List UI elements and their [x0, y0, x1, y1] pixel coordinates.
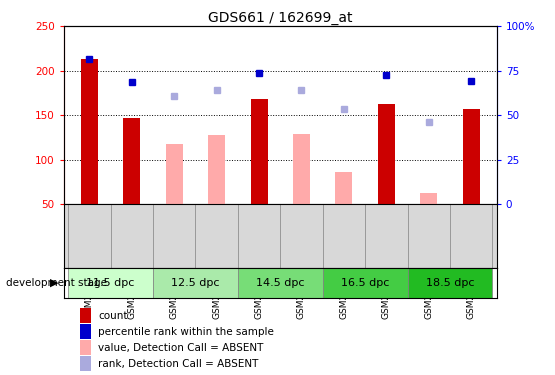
- Bar: [80, 324, 92, 339]
- Bar: [166, 144, 183, 204]
- Bar: [420, 193, 437, 204]
- Bar: [322, 268, 407, 298]
- Bar: [123, 118, 140, 204]
- Bar: [153, 268, 238, 298]
- Title: GDS661 / 162699_at: GDS661 / 162699_at: [208, 11, 352, 25]
- Bar: [208, 135, 225, 204]
- Bar: [80, 308, 92, 323]
- Bar: [238, 268, 322, 298]
- Text: 18.5 dpc: 18.5 dpc: [426, 278, 475, 288]
- Text: ▶: ▶: [50, 278, 58, 288]
- Bar: [80, 356, 92, 371]
- Text: rank, Detection Call = ABSENT: rank, Detection Call = ABSENT: [98, 358, 259, 369]
- Bar: [293, 134, 310, 204]
- Bar: [68, 268, 153, 298]
- Text: 14.5 dpc: 14.5 dpc: [256, 278, 305, 288]
- Bar: [463, 109, 480, 204]
- Text: value, Detection Call = ABSENT: value, Detection Call = ABSENT: [98, 343, 264, 352]
- Text: percentile rank within the sample: percentile rank within the sample: [98, 327, 274, 337]
- Text: development stage: development stage: [6, 278, 107, 288]
- Bar: [407, 268, 492, 298]
- Bar: [335, 172, 352, 204]
- Text: 11.5 dpc: 11.5 dpc: [87, 278, 135, 288]
- Bar: [378, 104, 395, 204]
- Bar: [81, 59, 98, 204]
- Text: 16.5 dpc: 16.5 dpc: [341, 278, 390, 288]
- Text: 12.5 dpc: 12.5 dpc: [171, 278, 220, 288]
- Bar: [80, 340, 92, 355]
- Text: count: count: [98, 311, 128, 321]
- Bar: [250, 99, 268, 204]
